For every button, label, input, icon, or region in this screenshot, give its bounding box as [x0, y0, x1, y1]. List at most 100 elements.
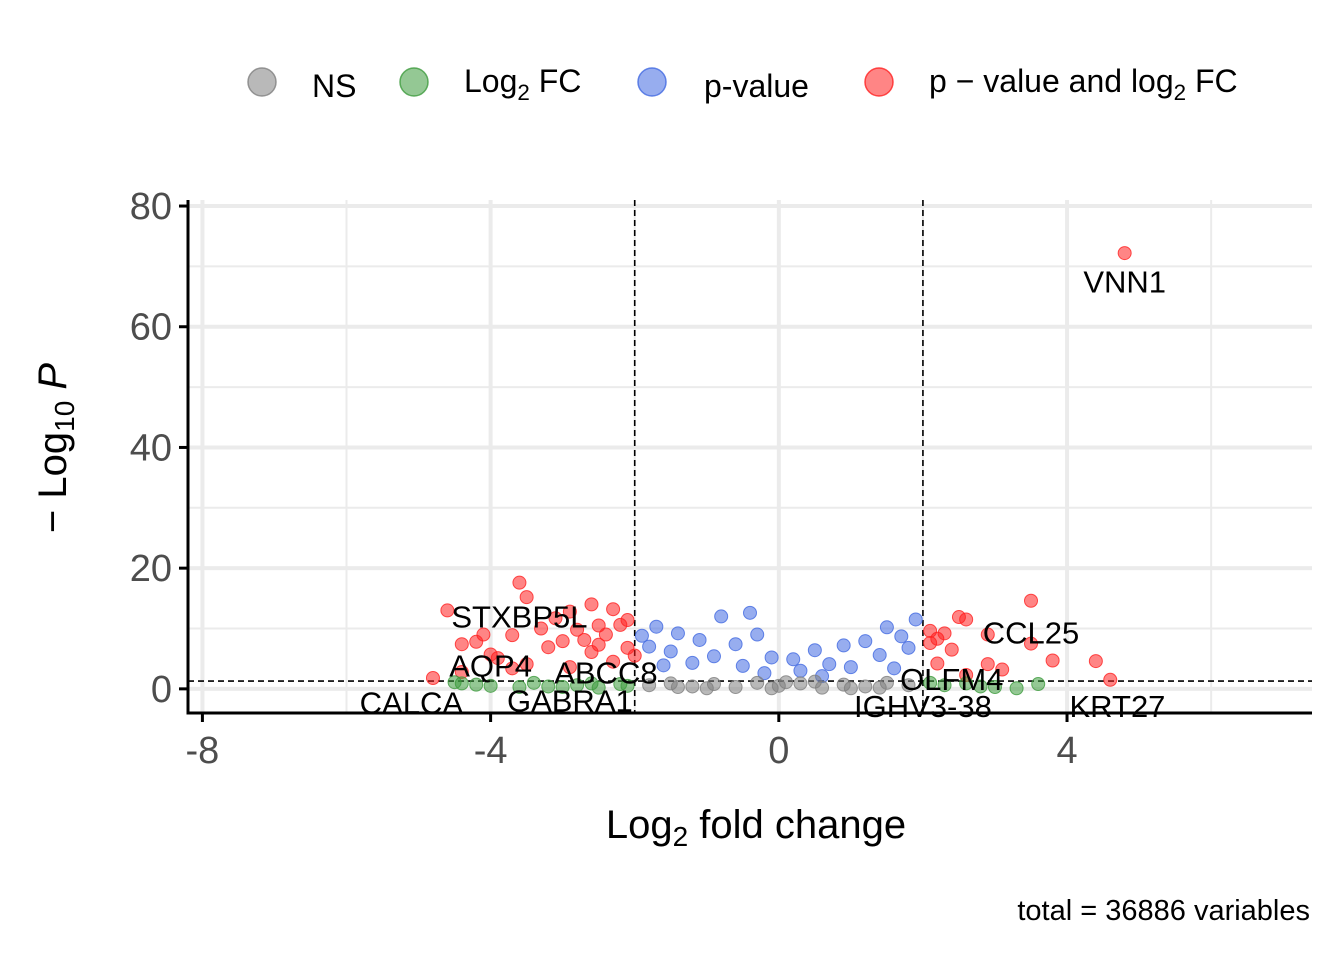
data-point-fc [526, 675, 541, 690]
data-point-both [591, 637, 606, 652]
data-point-both [923, 635, 938, 650]
y-axis-title: − Log10 P [31, 363, 80, 533]
data-point-p [649, 619, 664, 634]
data-point-both [570, 622, 585, 637]
gene-label: STXBP5L [451, 599, 587, 634]
data-point-both [469, 634, 484, 649]
y-tick-label: 80 [130, 186, 172, 228]
data-point-both [613, 617, 628, 632]
data-point-fc [512, 680, 527, 695]
data-point-ns [670, 680, 685, 695]
legend-label: p − value and log2 FC [929, 63, 1238, 105]
y-tick-label: 60 [130, 307, 172, 349]
data-point-fc [447, 675, 462, 690]
data-point-fc [541, 679, 556, 694]
data-point-both [1045, 653, 1060, 668]
data-point-p [793, 663, 808, 678]
gene-label: KRT27 [1070, 689, 1166, 724]
data-point-p [879, 620, 894, 635]
gene-label: CCL25 [983, 616, 1080, 651]
data-point-p [858, 634, 873, 649]
data-point-both [606, 654, 621, 669]
data-point-both [548, 611, 563, 626]
data-point-p [685, 655, 700, 670]
gene-label: IGHV3-38 [854, 689, 992, 724]
data-point-both [519, 590, 534, 605]
data-point-both [512, 575, 527, 590]
data-point-both [591, 618, 606, 633]
data-point-fc [469, 677, 484, 692]
data-point-p [743, 605, 757, 620]
data-point-p [872, 648, 887, 663]
legend-marker [247, 67, 277, 97]
data-points [425, 246, 1132, 696]
data-point-both [980, 627, 995, 642]
legend-marker [864, 67, 894, 97]
data-point-fc [937, 678, 952, 693]
data-point-both [505, 628, 520, 643]
data-point-p [901, 640, 916, 655]
gene-label: VNN1 [1083, 264, 1166, 299]
data-point-ns [728, 680, 743, 695]
data-point-both [959, 612, 974, 627]
y-tick-label: 40 [130, 427, 172, 469]
legend: NS Log2 FC p-value p − value and log2 FC [247, 63, 1238, 105]
data-point-fc [959, 676, 974, 691]
data-point-fc [483, 678, 498, 693]
cutoff-lines [188, 200, 1312, 713]
data-point-p [843, 660, 858, 675]
x-tick-label: -8 [186, 730, 220, 772]
data-point-p [786, 652, 801, 667]
data-point-p [663, 644, 678, 659]
data-point-p [642, 639, 657, 654]
data-point-p [714, 609, 729, 624]
data-point-both [519, 657, 534, 672]
data-point-ns [764, 681, 779, 696]
data-point-p [887, 661, 902, 676]
data-point-both [577, 632, 592, 647]
data-point-both [1024, 593, 1038, 608]
data-point-p [894, 629, 909, 644]
caption: total = 36886 variables [1017, 895, 1310, 927]
data-point-ns [699, 681, 714, 696]
legend-item-both: p − value and log2 FC [864, 63, 1238, 105]
data-point-p [764, 650, 779, 665]
data-point-both [490, 651, 505, 666]
data-point-fc [584, 676, 599, 691]
data-point-p [656, 658, 671, 673]
legend-item-ns: NS [247, 67, 356, 104]
legend-item-p: p-value [637, 67, 809, 104]
axes [186, 200, 1312, 715]
x-tick-label: 0 [768, 730, 789, 772]
data-point-both [1024, 636, 1038, 651]
data-point-ns [750, 675, 765, 690]
data-point-both [562, 604, 577, 619]
data-point-both [454, 637, 469, 652]
data-point-p [706, 649, 721, 664]
data-point-p [908, 612, 923, 627]
y-tick-label: 20 [130, 548, 172, 590]
data-point-both [995, 662, 1010, 677]
data-point-fc [1031, 677, 1046, 692]
x-tick-label: -4 [474, 730, 508, 772]
x-tick-label: 4 [1056, 730, 1077, 772]
gene-label: CALCA [360, 686, 464, 721]
data-point-both [584, 597, 599, 612]
legend-label: p-value [704, 68, 809, 104]
x-axis-title: Log2 fold change [606, 803, 906, 852]
data-point-p [728, 637, 743, 652]
data-point-both [598, 627, 613, 642]
data-point-ns [807, 674, 822, 689]
data-point-both [425, 670, 440, 685]
data-point-both [606, 602, 621, 617]
data-point-both [505, 661, 520, 676]
data-point-both [1117, 246, 1132, 261]
data-point-both [541, 640, 556, 655]
data-point-ns [872, 680, 887, 695]
data-point-p [750, 627, 765, 642]
data-point-fc [923, 675, 938, 690]
data-point-ns [858, 679, 873, 694]
data-point-fc [987, 680, 1002, 695]
